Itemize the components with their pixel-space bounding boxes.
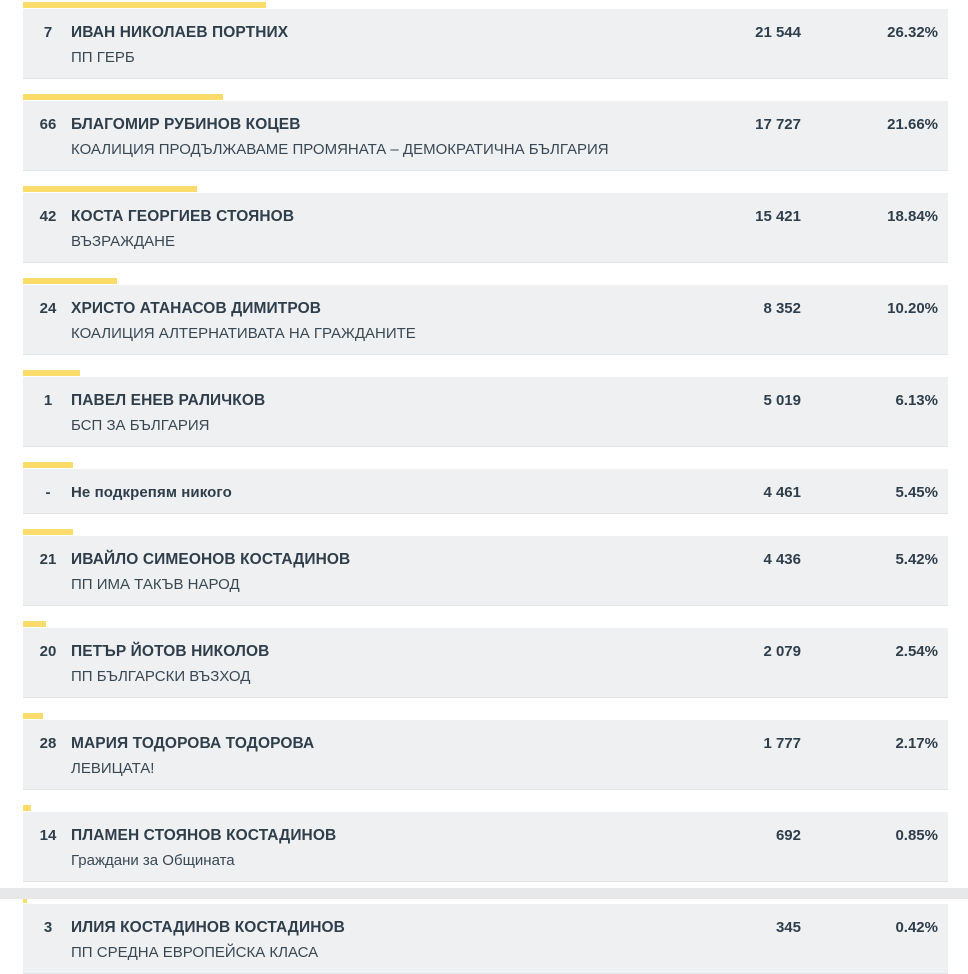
- share-bar: [23, 529, 73, 535]
- vote-count: 2 079: [763, 643, 801, 660]
- candidate-name: ХРИСТО АТАНАСОВ ДИМИТРОВ: [71, 300, 322, 317]
- party-name: ПП СРЕДНА ЕВРОПЕЙСКА КЛАСА: [71, 944, 319, 961]
- result-row[interactable]: 14 ПЛАМЕН СТОЯНОВ КОСТАДИНОВ Граждани за О…: [23, 812, 948, 882]
- candidate-number: -: [45, 484, 51, 501]
- vote-count: 17 727: [755, 116, 801, 133]
- candidate-name: ИВАЙЛО СИМЕОНОВ КОСТАДИНОВ: [71, 551, 351, 568]
- candidate-name: БЛАГОМИР РУБИНОВ КОЦЕВ: [71, 116, 301, 133]
- vote-percent: 5.42%: [895, 551, 938, 568]
- party-name: КОАЛИЦИЯ АЛТЕРНАТИВАТА НА ГРАЖДАНИТЕ: [71, 325, 416, 342]
- candidate-number: 21: [39, 551, 57, 568]
- result-row[interactable]: 1 ПАВЕЛ ЕНЕВ РАЛИЧКОВ БСП ЗА БЪЛГАРИЯ 5 019…: [23, 377, 948, 447]
- vote-percent: 21.66%: [887, 116, 938, 133]
- candidate-number: 14: [39, 827, 57, 844]
- bottom-strip: [0, 888, 968, 899]
- result-row[interactable]: 21 ИВАЙЛО СИМЕОНОВ КОСТАДИНОВ ПП ИМА ТАКЪВ…: [23, 536, 948, 606]
- candidate-name: ПЕТЪР ЙОТОВ НИКОЛОВ: [71, 643, 270, 660]
- candidate-name: ИВАН НИКОЛАЕВ ПОРТНИХ: [71, 24, 289, 41]
- vote-count: 15 421: [755, 208, 801, 225]
- candidate-name: Не подкрепям никого: [71, 484, 232, 501]
- result-row[interactable]: 42 КОСТА ГЕОРГИЕВ СТОЯНОВ ВЪЗРАЖДАНЕ 15 421…: [23, 193, 948, 263]
- vote-count: 4 436: [763, 551, 801, 568]
- candidate-number: 28: [39, 735, 57, 752]
- vote-count: 345: [775, 919, 801, 936]
- candidate-name: ИЛИЯ КОСТАДИНОВ КОСТАДИНОВ: [71, 919, 345, 936]
- vote-percent: 5.45%: [895, 484, 938, 501]
- result-row[interactable]: 20 ПЕТЪР ЙОТОВ НИКОЛОВ ПП БЪЛГАРСКИ ВЪЗХОД…: [23, 628, 948, 698]
- share-bar: [23, 713, 43, 719]
- candidate-number: 24: [39, 300, 57, 317]
- party-name: ПП ГЕРБ: [71, 49, 135, 66]
- share-bar: [23, 370, 80, 376]
- candidate-name: КОСТА ГЕОРГИЕВ СТОЯНОВ: [71, 208, 295, 225]
- candidate-name: МАРИЯ ТОДОРОВА ТОДОРОВА: [71, 735, 315, 752]
- party-name: Граждани за Общината: [71, 852, 235, 869]
- result-row[interactable]: 28 МАРИЯ ТОДОРОВА ТОДОРОВА ЛЕВИЦАТА! 1 777 2…: [23, 720, 948, 790]
- result-row[interactable]: - Не подкрепям никого 4 461 5.45%: [23, 469, 948, 514]
- candidate-number: 42: [39, 208, 57, 225]
- vote-percent: 18.84%: [887, 208, 938, 225]
- vote-percent: 0.85%: [895, 827, 938, 844]
- vote-count: 21 544: [755, 24, 801, 41]
- vote-percent: 10.20%: [887, 300, 938, 317]
- share-bar: [23, 2, 266, 8]
- vote-percent: 2.17%: [895, 735, 938, 752]
- vote-count: 692: [775, 827, 801, 844]
- share-bar: [23, 805, 31, 811]
- candidate-number: 3: [43, 919, 53, 936]
- share-bar: [23, 278, 117, 284]
- result-row[interactable]: 66 БЛАГОМИР РУБИНОВ КОЦЕВ КОАЛИЦИЯ ПРОДЪЛЖ…: [23, 101, 948, 171]
- result-row[interactable]: 24 ХРИСТО АТАНАСОВ ДИМИТРОВ КОАЛИЦИЯ АЛТЕР…: [23, 285, 948, 355]
- share-bar: [23, 94, 223, 100]
- candidate-number: 7: [43, 24, 53, 41]
- share-bar: [23, 186, 197, 192]
- candidate-name: ПАВЕЛ ЕНЕВ РАЛИЧКОВ: [71, 392, 266, 409]
- vote-percent: 6.13%: [895, 392, 938, 409]
- vote-count: 8 352: [763, 300, 801, 317]
- candidate-number: 1: [43, 392, 53, 409]
- party-name: ВЪЗРАЖДАНЕ: [71, 233, 175, 250]
- party-name: БСП ЗА БЪЛГАРИЯ: [71, 417, 210, 434]
- result-row[interactable]: 3 ИЛИЯ КОСТАДИНОВ КОСТАДИНОВ ПП СРЕДНА ЕВР…: [23, 904, 948, 974]
- candidate-name: ПЛАМЕН СТОЯНОВ КОСТАДИНОВ: [71, 827, 337, 844]
- vote-count: 4 461: [763, 484, 801, 501]
- result-row[interactable]: 7 ИВАН НИКОЛАЕВ ПОРТНИХ ПП ГЕРБ 21 544 26.32…: [23, 9, 948, 79]
- party-name: КОАЛИЦИЯ ПРОДЪЛЖАВАМЕ ПРОМЯНАТА – ДЕМОКР…: [71, 141, 609, 158]
- candidate-number: 20: [39, 643, 57, 660]
- party-name: ПП БЪЛГАРСКИ ВЪЗХОД: [71, 668, 251, 685]
- vote-count: 5 019: [763, 392, 801, 409]
- party-name: ПП ИМА ТАКЪВ НАРОД: [71, 576, 240, 593]
- vote-percent: 2.54%: [895, 643, 938, 660]
- share-bar: [23, 462, 73, 468]
- vote-percent: 26.32%: [887, 24, 938, 41]
- vote-percent: 0.42%: [895, 919, 938, 936]
- party-name: ЛЕВИЦАТА!: [71, 760, 155, 777]
- vote-count: 1 777: [763, 735, 801, 752]
- share-bar: [23, 621, 46, 627]
- candidate-number: 66: [39, 116, 57, 133]
